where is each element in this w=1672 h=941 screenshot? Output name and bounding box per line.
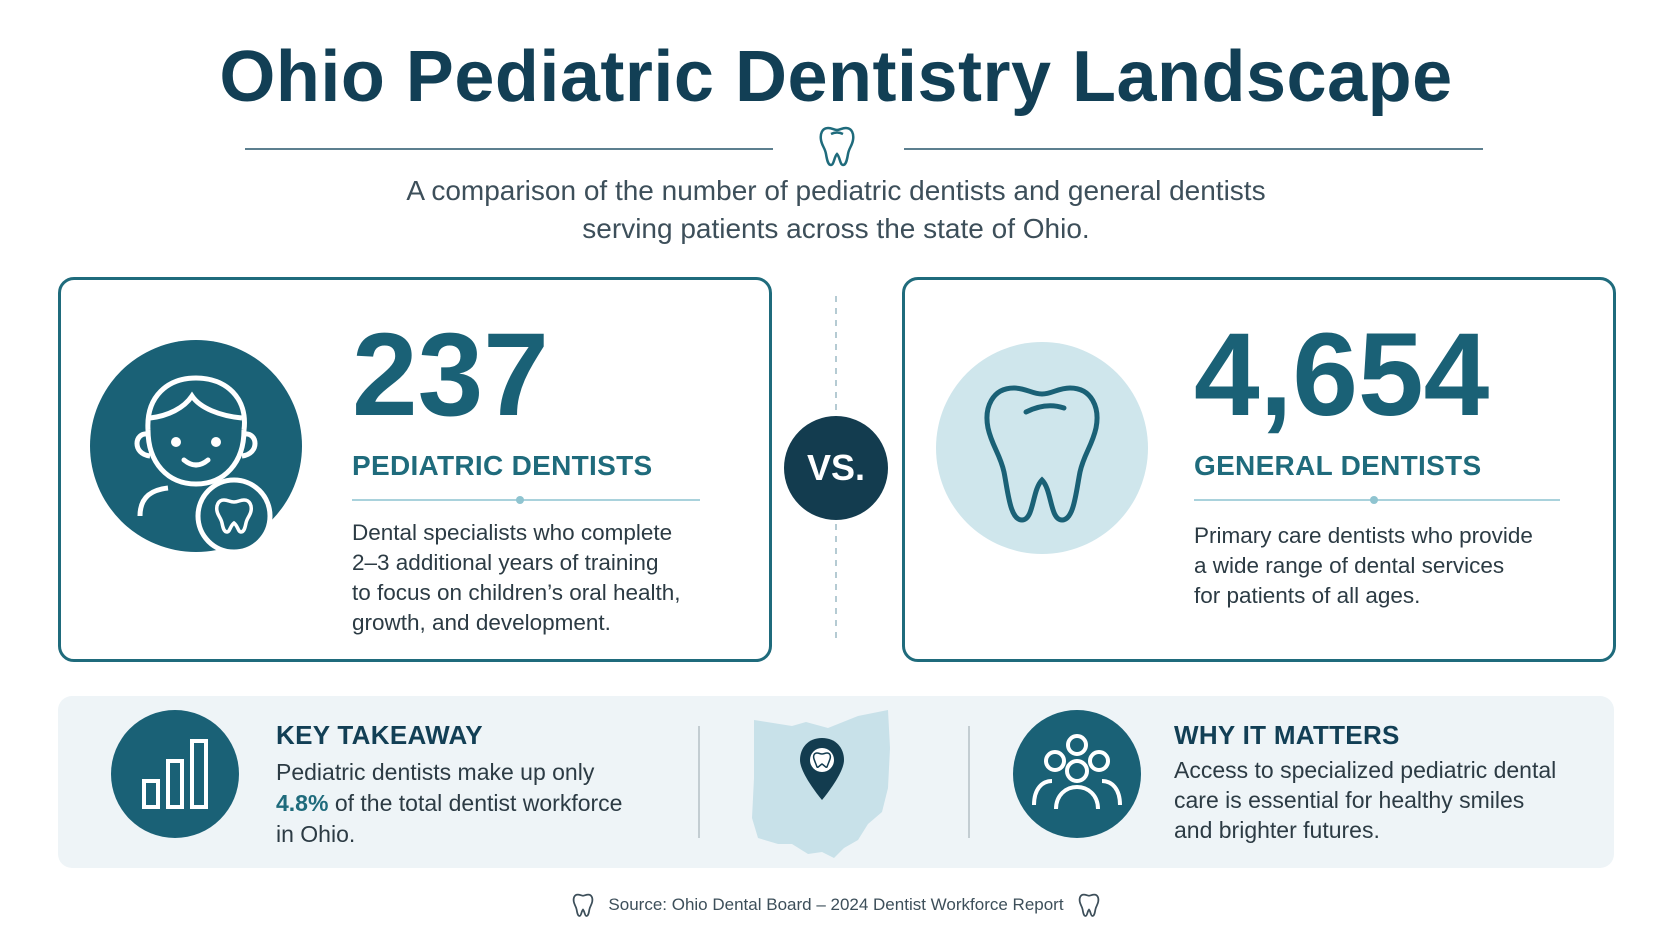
title-divider-right bbox=[904, 148, 1483, 150]
panel-separator bbox=[698, 726, 700, 838]
key-takeaway-text: Pediatric dentists make up only 4.8% of … bbox=[276, 757, 676, 850]
description-line: Primary care dentists who provide bbox=[1194, 523, 1533, 548]
card-divider-dot bbox=[516, 496, 524, 504]
source-footer: Source: Ohio Dental Board – 2024 Dentist… bbox=[0, 892, 1672, 918]
description-line: for patients of all ages. bbox=[1194, 583, 1421, 608]
title-divider-left bbox=[245, 148, 773, 150]
general-dentists-count: 4,654 bbox=[1194, 309, 1490, 441]
takeaway-line-2: 4.8% of the total dentist workforce bbox=[276, 788, 676, 819]
general-dentists-label: GENERAL DENTISTS bbox=[1194, 450, 1482, 481]
vs-badge bbox=[784, 416, 888, 520]
takeaway-percent: 4.8% bbox=[276, 790, 329, 816]
bar-chart-icon bbox=[111, 710, 239, 838]
description-line: Dental specialists who complete bbox=[352, 520, 673, 545]
ohio-map-pin-icon bbox=[752, 710, 890, 858]
description-line: a wide range of dental services bbox=[1194, 553, 1505, 578]
tooth-icon bbox=[936, 342, 1148, 554]
description-line: growth, and development. bbox=[352, 610, 611, 635]
why-line: Access to specialized pediatric dental bbox=[1174, 757, 1557, 783]
description-line: to focus on children’s oral health, bbox=[352, 580, 681, 605]
pediatric-dentists-label: PEDIATRIC DENTISTS bbox=[352, 450, 653, 481]
page-subtitle: A comparison of the number of pediatric … bbox=[286, 172, 1386, 248]
vs-label: VS. bbox=[806, 447, 866, 488]
why-it-matters-heading: WHY IT MATTERS bbox=[1174, 720, 1400, 750]
general-dentists-description: Primary care dentists who provide a wide… bbox=[1194, 521, 1594, 611]
key-takeaway-heading: KEY TAKEAWAY bbox=[276, 720, 483, 750]
takeaway-line-2-rest: of the total dentist workforce bbox=[328, 790, 623, 816]
why-line: and brighter futures. bbox=[1174, 817, 1380, 843]
pediatric-dentists-count: 237 bbox=[352, 309, 549, 441]
card-divider bbox=[352, 499, 700, 501]
subtitle-line-1: A comparison of the number of pediatric … bbox=[406, 175, 1266, 206]
card-divider-dot bbox=[1370, 496, 1378, 504]
description-line: 2–3 additional years of training bbox=[352, 550, 659, 575]
page-title: Ohio Pediatric Dentistry Landscape bbox=[219, 37, 1453, 117]
why-line: care is essential for healthy smiles bbox=[1174, 787, 1525, 813]
tooth-icon bbox=[1078, 893, 1099, 917]
subtitle-line-2: serving patients across the state of Ohi… bbox=[582, 213, 1090, 244]
takeaway-line-3: in Ohio. bbox=[276, 821, 356, 847]
tooth-icon bbox=[819, 126, 855, 167]
source-text: Source: Ohio Dental Board – 2024 Dentist… bbox=[608, 895, 1064, 914]
takeaway-line-1: Pediatric dentists make up only bbox=[276, 759, 595, 785]
panel-separator bbox=[968, 726, 970, 838]
pediatric-dentists-description: Dental specialists who complete 2–3 addi… bbox=[352, 518, 722, 638]
people-group-icon bbox=[1013, 710, 1141, 838]
why-it-matters-text: Access to specialized pediatric dental c… bbox=[1174, 755, 1594, 845]
tooth-icon bbox=[573, 893, 594, 917]
child-with-tooth-icon bbox=[90, 340, 302, 554]
